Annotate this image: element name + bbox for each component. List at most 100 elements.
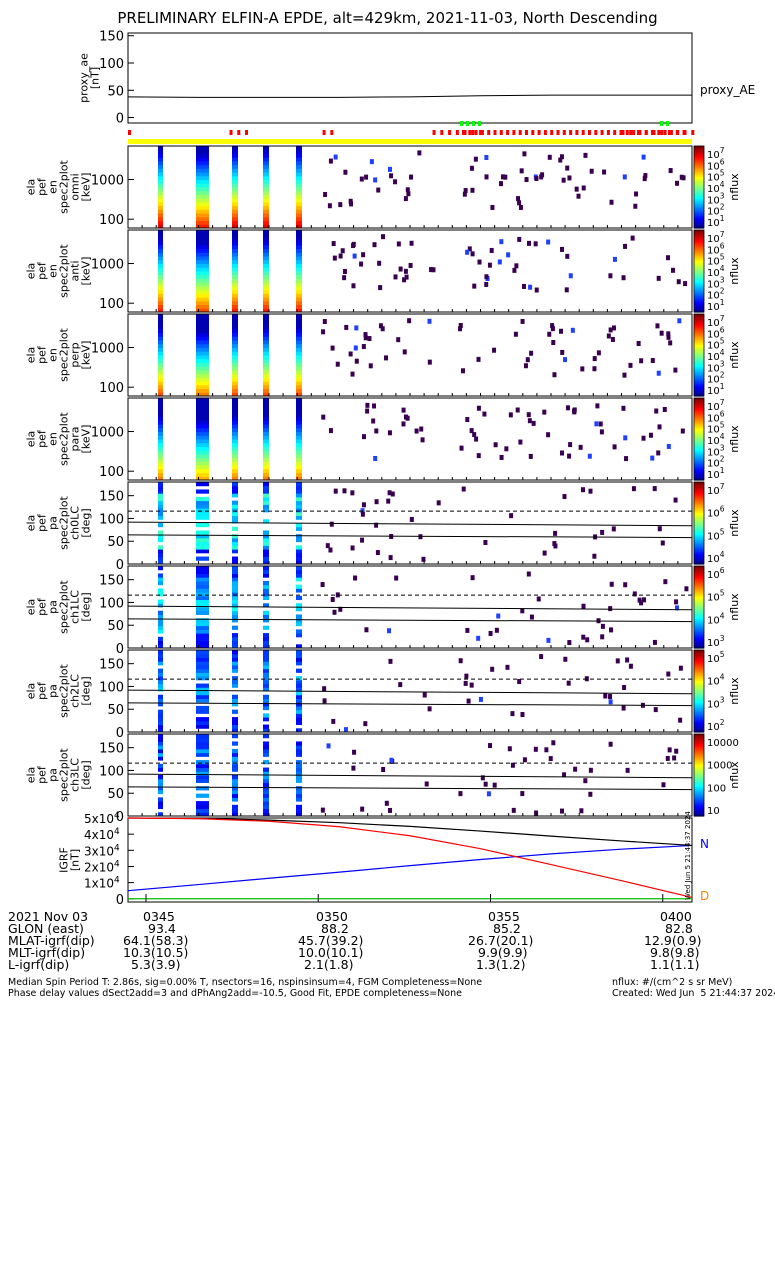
pa-ch2-lc-line: [127, 702, 693, 707]
en-anti-ytick-label: 100: [99, 297, 124, 312]
en-para-colorbar-band: [694, 418, 704, 422]
pa-ch1-cell: [158, 621, 163, 627]
pa-ch3-colorbar-tick: 10: [707, 806, 720, 817]
en-para-colorbar-band: [694, 463, 704, 467]
pa-ch0-cell: [263, 560, 269, 565]
en-perp-pixel: [551, 339, 556, 345]
pa-ch0-ylabel-line-4: ch0LC: [69, 506, 82, 540]
flag-red: [556, 130, 560, 135]
en-anti-colorbar-band: [694, 303, 704, 307]
pa-ch1-pixel: [581, 603, 586, 609]
pa-ch1-pixel: [364, 627, 369, 633]
date-label: 2021 Nov 03: [8, 909, 89, 924]
en-perp-cell: [196, 381, 209, 386]
pa-ch2-cell: [232, 653, 238, 658]
pa-ch0-colorbar-band: [694, 529, 704, 532]
pa-ch1-cell: [158, 636, 163, 642]
en-omni-cell: [296, 213, 302, 218]
en-anti-cell: [196, 304, 209, 309]
en-para-cell: [232, 450, 238, 455]
flag-green: [660, 121, 663, 126]
pa-ch3-cell: [296, 797, 302, 802]
pa-ch1-colorbar-band: [694, 627, 704, 631]
flag-red: [562, 130, 566, 135]
en-anti-pixel: [565, 253, 570, 259]
en-para-colorbar-band: [694, 430, 704, 434]
pa-ch1-cell: [232, 580, 238, 586]
pa-ch1-cell: [158, 588, 163, 593]
en-para-cell: [296, 465, 302, 470]
pa-ch0-cell: [232, 500, 238, 505]
pa-ch0-cell: [158, 537, 163, 543]
en-para-cell: [158, 435, 163, 440]
pa-ch3-colorbar-band: [694, 775, 704, 778]
en-omni-colorbar-band: [694, 201, 704, 204]
en-perp-pixel: [666, 331, 671, 337]
en-perp-colorbar-band: [694, 340, 704, 344]
en-anti-colorbar-band: [694, 254, 704, 258]
pa-ch2-pixel: [464, 673, 469, 679]
en-perp-cell: [196, 314, 209, 319]
en-para-pixel: [387, 430, 392, 436]
en-perp-cell: [196, 384, 209, 390]
pa-ch2-colorbar-band: [694, 652, 704, 655]
en-para-pixel: [374, 428, 379, 434]
en-anti-pixel: [359, 261, 364, 267]
en-para-ylabel-line-2: en: [47, 432, 60, 446]
pa-ch2-colorbar-band: [694, 713, 704, 717]
en-anti-colorbar-band: [694, 295, 704, 299]
en-para-cell: [263, 468, 269, 474]
en-perp-cell: [296, 340, 302, 345]
en-omni-pixel: [359, 176, 364, 182]
pa-ch3-cell: [232, 756, 238, 761]
pa-ch3-colorbar-band: [694, 740, 704, 743]
pa-ch2-cell: [158, 687, 163, 692]
pa-ch1-pixel: [663, 579, 668, 585]
en-perp-pixel: [659, 330, 664, 336]
pa-ch1-colorbar-band: [694, 576, 704, 579]
en-omni-cell: [158, 175, 163, 181]
en-anti-pixel: [338, 253, 343, 259]
pa-ch3-cell: [232, 804, 238, 810]
pa-ch3-cell: [196, 752, 209, 757]
pa-ch3-pixel: [486, 791, 491, 797]
pa-ch3-colorbar-tick: 10000: [707, 738, 739, 749]
en-anti-cell: [232, 233, 238, 238]
en-perp-colorbar-band: [694, 330, 704, 334]
en-perp-colorbar-band: [694, 373, 704, 377]
pa-ch3-pixel: [520, 791, 525, 797]
en-perp-frame: [127, 313, 693, 397]
flag-red: [668, 130, 672, 135]
en-omni-cell: [296, 175, 302, 181]
pa-ch0-colorbar-band: [694, 514, 704, 518]
en-omni-cell: [232, 198, 238, 203]
pa-ch0-colorbar-band: [694, 557, 704, 561]
pa-ch2-colorbar-band: [694, 680, 704, 684]
en-anti-colorbar-band: [694, 285, 704, 288]
pa-ch0-ylabel-line-5: [deg]: [80, 508, 93, 537]
en-para-cell: [232, 420, 238, 425]
pa-ch3-cell: [196, 786, 209, 791]
en-para-cell: [263, 416, 269, 421]
en-perp-colorbar-band: [694, 352, 704, 356]
en-anti-colorbar-frame: [693, 229, 705, 313]
pa-ch3-cell: [232, 763, 238, 769]
en-anti-cell: [296, 285, 302, 291]
en-perp-colorbar-band: [694, 314, 704, 317]
en-para-cell: [158, 472, 163, 477]
en-anti-pixel: [487, 262, 492, 268]
pa-ch0-cell: [158, 511, 163, 517]
en-omni-colorbar-band: [694, 150, 704, 153]
en-anti-cell: [296, 252, 302, 257]
pa-ch2-cell: [263, 672, 269, 677]
pa-ch2-ytick-label: 150: [99, 658, 124, 673]
pa-ch0-colorbar-tick: 106: [707, 505, 725, 520]
pa-ch0-cell: [232, 560, 238, 565]
en-para-ytick-label: 1000: [91, 426, 124, 441]
pa-ch3-colorbar-frame: [693, 733, 705, 817]
en-anti-pixel: [465, 249, 470, 255]
pa-ch3-pixel: [608, 741, 613, 747]
en-para-colorbar-band: [694, 410, 704, 413]
pa-ch1-cell: [232, 618, 238, 623]
en-anti-cell: [263, 233, 269, 238]
